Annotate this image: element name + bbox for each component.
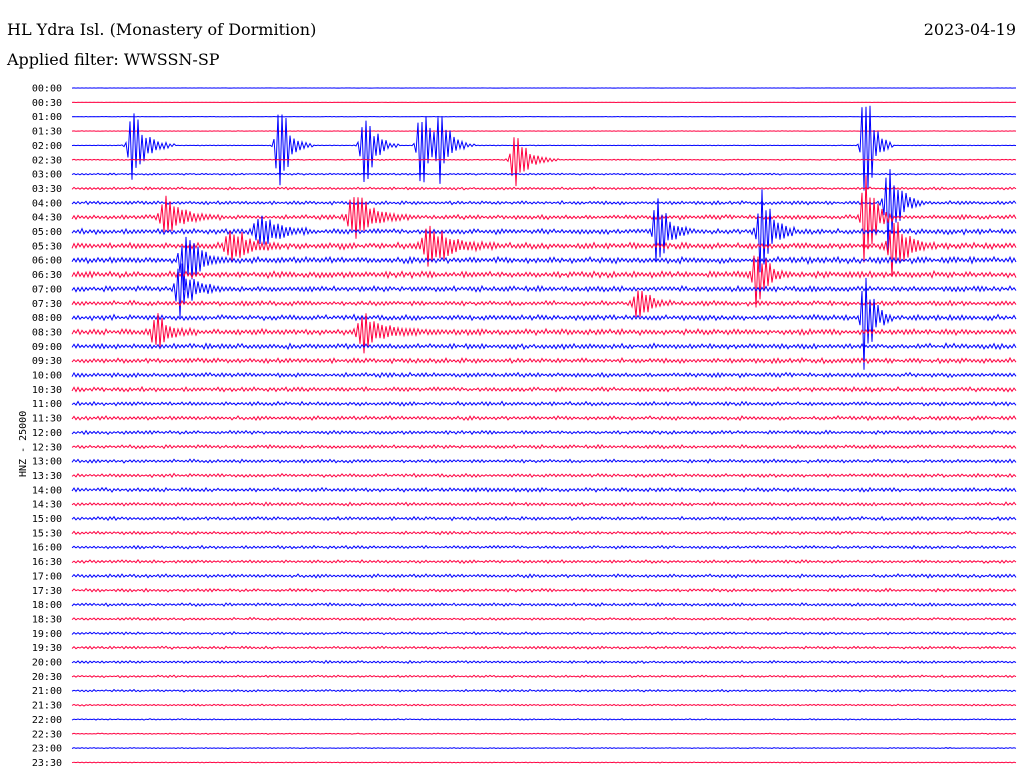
trace-line	[71, 443, 1017, 450]
row-time-label: 02:30	[32, 155, 62, 166]
row-time-label: 15:00	[32, 514, 62, 525]
trace-line	[71, 602, 1017, 608]
row-time-label: 18:00	[32, 600, 62, 611]
trace-line	[71, 400, 1017, 407]
row-time-label: 05:30	[32, 241, 62, 252]
trace-line	[71, 631, 1017, 636]
trace-line	[71, 645, 1017, 650]
row-time-label: 09:30	[32, 356, 62, 367]
trace-line	[71, 587, 1017, 593]
row-time-label: 18:30	[32, 614, 62, 625]
row-time-label: 03:00	[32, 170, 62, 181]
filter-label: Applied filter: WWSSN-SP	[7, 50, 220, 69]
row-time-label: 21:30	[32, 701, 62, 712]
trace-line	[71, 172, 1017, 176]
trace-line	[71, 255, 1017, 308]
row-time-label: 22:00	[32, 715, 62, 726]
row-time-label: 04:30	[32, 213, 62, 224]
trace-line	[71, 472, 1017, 479]
trace-line	[71, 356, 1017, 365]
row-time-label: 20:30	[32, 672, 62, 683]
station-title: HL Ydra Isl. (Monastery of Dormition)	[7, 20, 317, 39]
trace-line	[71, 175, 1017, 263]
row-time-label: 10:30	[32, 385, 62, 396]
trace-line	[71, 747, 1017, 750]
trace-line	[71, 486, 1017, 493]
row-time-label: 01:30	[32, 127, 62, 138]
trace-line	[71, 105, 1017, 191]
row-time-label: 06:00	[32, 256, 62, 267]
row-time-label: 20:00	[32, 658, 62, 669]
row-time-label: 16:00	[32, 543, 62, 554]
row-time-label: 19:30	[32, 643, 62, 654]
trace-line	[71, 263, 1017, 318]
trace-line	[71, 659, 1017, 665]
row-time-label: 08:00	[32, 313, 62, 324]
trace-line	[71, 189, 1017, 273]
trace-line	[71, 688, 1017, 693]
trace-line	[71, 559, 1017, 565]
trace-line	[71, 458, 1017, 464]
row-time-label: 14:00	[32, 485, 62, 496]
row-time-label: 16:30	[32, 557, 62, 568]
trace-line	[71, 169, 1017, 252]
row-time-label: 00:00	[32, 84, 62, 95]
row-time-label: 12:30	[32, 442, 62, 453]
row-time-label: 07:00	[32, 284, 62, 295]
row-time-label: 08:30	[32, 327, 62, 338]
row-time-label: 11:00	[32, 399, 62, 410]
trace-line	[71, 515, 1017, 522]
row-time-label: 00:30	[32, 98, 62, 109]
row-time-label: 10:00	[32, 371, 62, 382]
trace-line	[71, 313, 1017, 354]
trace-line	[71, 616, 1017, 622]
row-time-label: 14:30	[32, 500, 62, 511]
row-time-label: 13:30	[32, 471, 62, 482]
trace-line	[71, 371, 1017, 379]
row-time-label: 07:30	[32, 299, 62, 310]
row-time-label: 03:30	[32, 184, 62, 195]
row-time-label: 11:30	[32, 414, 62, 425]
row-time-label: 05:00	[32, 227, 62, 238]
row-time-label: 23:30	[32, 758, 62, 769]
record-date: 2023-04-19	[923, 20, 1016, 39]
row-time-label: 13:00	[32, 457, 62, 468]
trace-line	[71, 718, 1017, 721]
trace-line	[71, 703, 1017, 707]
trace-line	[71, 674, 1017, 679]
trace-line	[71, 137, 1017, 187]
trace-line	[71, 429, 1017, 436]
row-time-label: 06:30	[32, 270, 62, 281]
row-time-label: 21:00	[32, 686, 62, 697]
trace-line	[71, 236, 1017, 291]
row-time-label: 19:00	[32, 629, 62, 640]
trace-line	[71, 277, 1017, 370]
trace-line	[71, 130, 1017, 132]
trace-line	[71, 761, 1017, 764]
trace-line	[71, 342, 1017, 351]
row-time-label: 04:00	[32, 198, 62, 209]
row-time-label: 02:00	[32, 141, 62, 152]
row-time-label: 17:30	[32, 586, 62, 597]
row-time-label: 15:30	[32, 528, 62, 539]
row-time-label: 22:30	[32, 729, 62, 740]
row-time-label: 09:00	[32, 342, 62, 353]
trace-line	[71, 221, 1017, 277]
trace-line	[71, 414, 1017, 422]
trace-line	[71, 186, 1017, 191]
trace-line	[71, 544, 1017, 550]
row-time-label: 12:00	[32, 428, 62, 439]
trace-line	[71, 732, 1017, 735]
trace-line	[71, 530, 1017, 536]
trace-line	[71, 385, 1017, 393]
trace-line	[71, 573, 1017, 579]
row-time-label: 01:00	[32, 112, 62, 123]
trace-line	[71, 501, 1017, 507]
row-time-label: 23:00	[32, 744, 62, 755]
trace-line	[71, 290, 1017, 317]
row-time-label: 17:00	[32, 571, 62, 582]
